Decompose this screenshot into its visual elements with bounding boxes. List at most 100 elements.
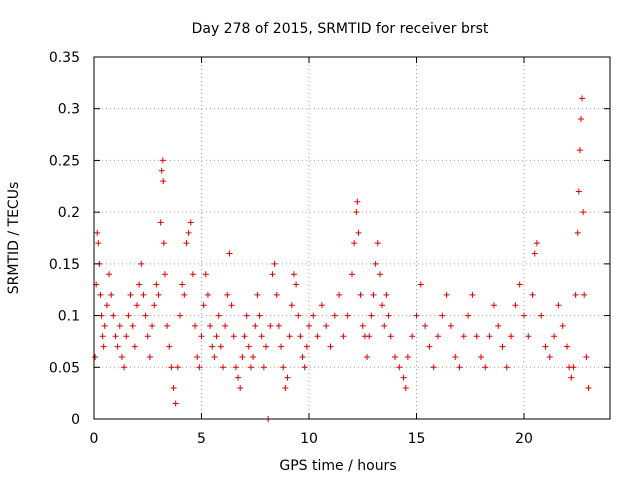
plot-frame [93,56,611,420]
data-point [379,302,386,309]
data-point [112,333,119,340]
data-point [108,291,115,298]
data-point [226,250,233,257]
data-point [353,209,360,216]
data-point [340,333,347,340]
data-point [323,322,330,329]
data-point [144,333,151,340]
y-tick-label: 0.15 [49,257,80,273]
data-point [570,364,577,371]
data-point [364,353,371,360]
data-point [179,281,186,288]
data-point [495,322,502,329]
data-point [200,302,207,309]
data-point [250,353,257,360]
grid [94,57,610,419]
y-tick-label: 0.35 [49,50,80,66]
data-point [185,229,192,236]
data-point [103,302,110,309]
data-point [576,147,583,154]
data-point [572,291,579,298]
data-point [170,384,177,391]
y-tick-label: 0 [71,412,80,428]
data-point [577,116,584,123]
x-tick-label: 0 [90,431,99,447]
data-point [516,281,523,288]
data-point [142,312,149,319]
data-point [101,322,108,329]
data-point [140,291,147,298]
data-point [166,343,173,350]
data-point [174,364,181,371]
data-point [160,178,167,185]
data-point [439,312,446,319]
data-point [153,281,160,288]
data-point [366,333,373,340]
data-point [224,291,231,298]
data-point [409,333,416,340]
data-point [230,333,237,340]
data-point [146,353,153,360]
data-point [267,322,274,329]
data-point [237,384,244,391]
data-point [473,333,480,340]
data-point [460,333,467,340]
data-point [136,281,143,288]
data-point [271,260,278,267]
data-point [118,353,125,360]
data-point [581,291,588,298]
data-point [187,219,194,226]
data-point [282,384,289,391]
data-point [422,322,429,329]
data-point [194,353,201,360]
data-point [538,312,545,319]
data-point [349,271,355,278]
data-point [100,343,107,350]
data-point [299,353,306,360]
data-point [129,322,136,329]
data-point [531,250,538,257]
data-point [564,343,570,350]
data-point [131,343,138,350]
y-tick-label: 0.2 [58,205,80,221]
data-point [213,333,220,340]
data-point [239,353,246,360]
data-point [490,302,497,309]
data-point [256,312,263,319]
data-point [280,364,287,371]
data-point [207,322,214,329]
data-point [499,343,506,350]
x-tick-label: 15 [408,431,426,447]
data-point [247,364,254,371]
data-point [385,312,392,319]
data-point [303,343,310,350]
data-point [94,229,101,236]
data-point [355,229,362,236]
data-point [574,229,581,236]
y-tick-label: 0.25 [49,153,80,169]
data-point [192,322,199,329]
data-point [568,374,575,381]
data-point [447,322,454,329]
data-point [469,291,476,298]
data-point [579,95,586,102]
data-point [204,291,211,298]
data-point [344,312,351,319]
data-point [106,271,113,278]
data-point [127,291,134,298]
data-point [482,364,489,371]
data-point [114,343,121,350]
data-point [275,322,282,329]
data-point [159,157,166,164]
data-point [331,312,338,319]
data-point [376,271,383,278]
data-point [181,291,188,298]
x-tick-label: 10 [300,431,318,447]
data-point [278,343,285,350]
data-point [533,240,540,247]
x-tick-label: 20 [515,431,533,447]
data-point [301,364,308,371]
data-point [97,291,104,298]
data-point [295,312,302,319]
